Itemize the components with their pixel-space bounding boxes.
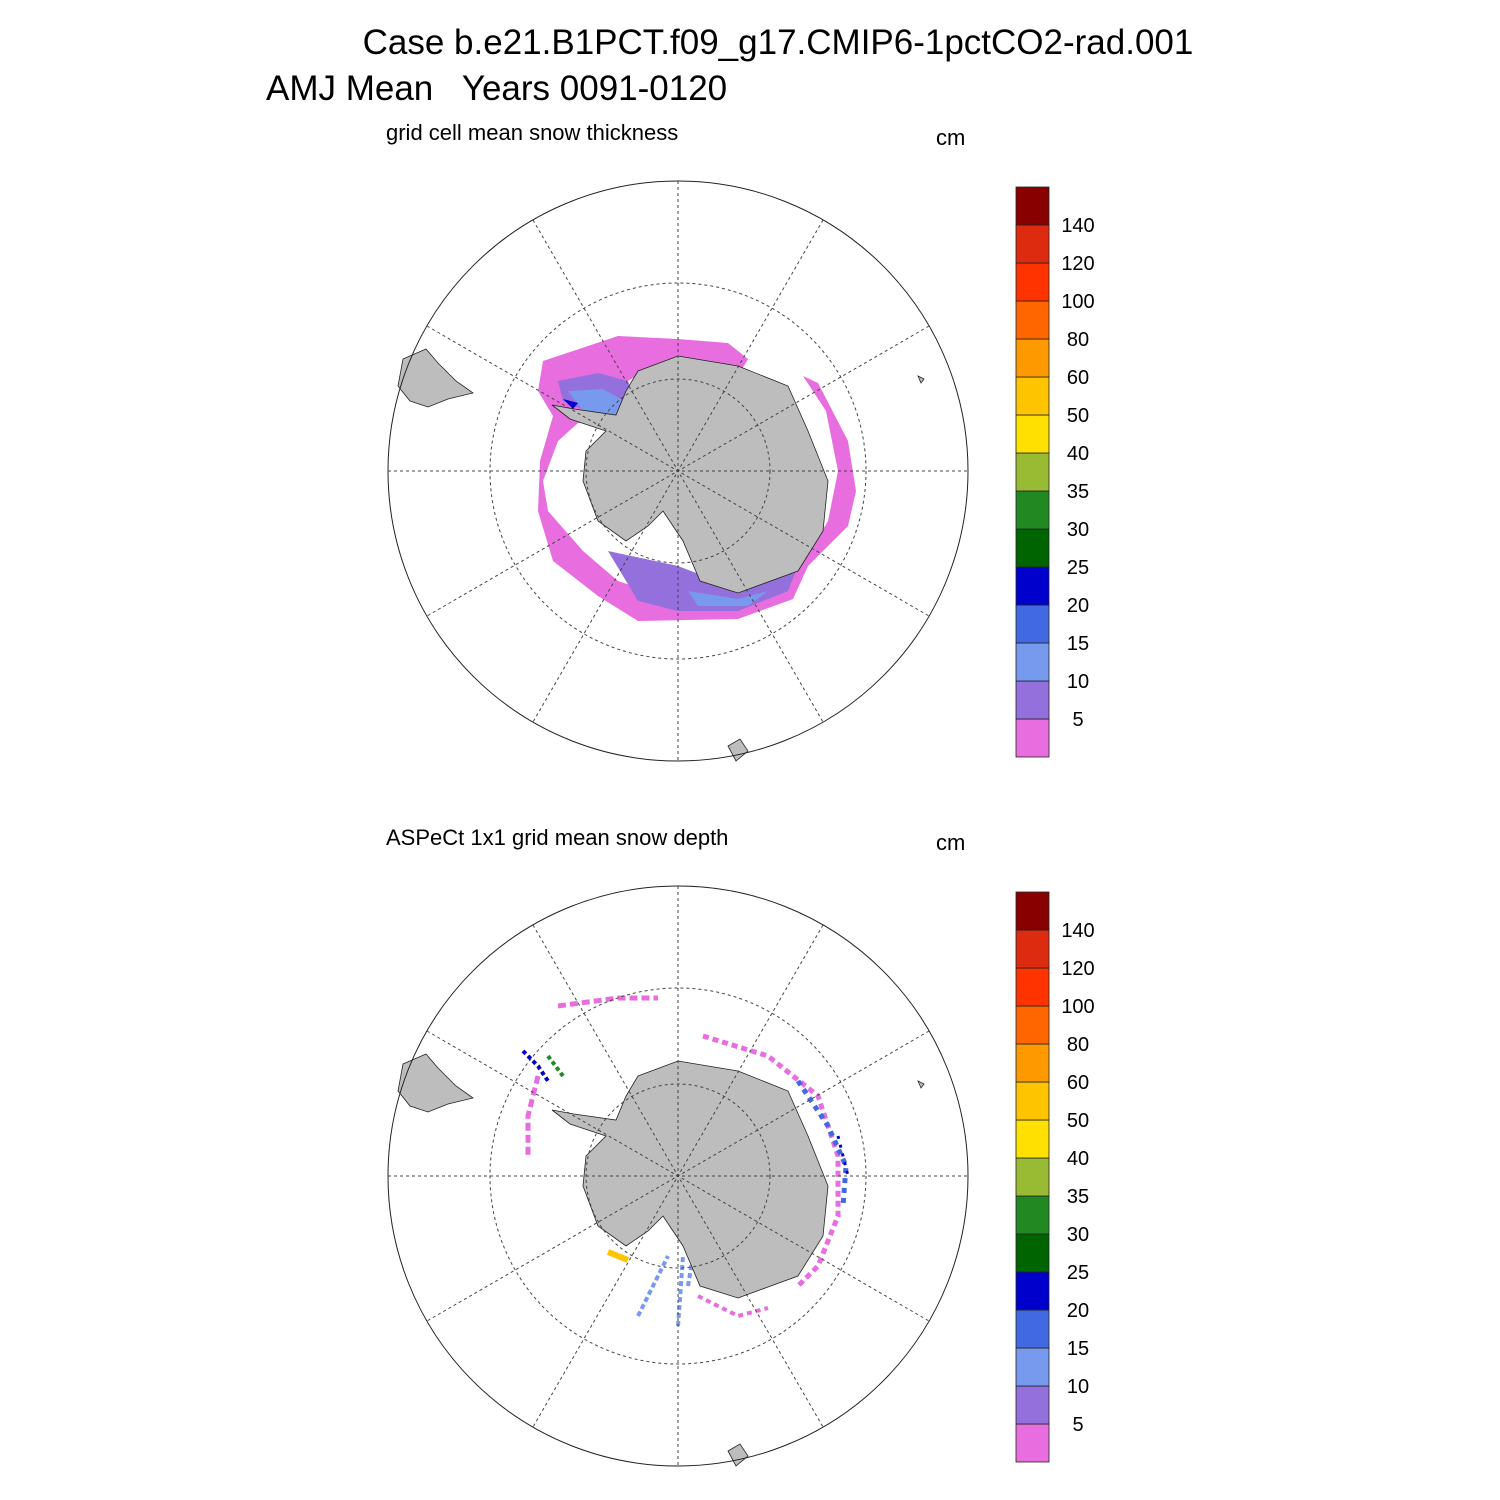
colorbar-box bbox=[1015, 490, 1050, 530]
colorbar-label: 5 bbox=[1072, 1414, 1083, 1436]
colorbar-box bbox=[1015, 1309, 1050, 1349]
colorbar-label: 30 bbox=[1067, 1224, 1089, 1246]
map bbox=[387, 180, 969, 762]
colorbar-box bbox=[1015, 376, 1050, 416]
colorbar-label: 100 bbox=[1061, 996, 1094, 1018]
colorbar-box bbox=[1015, 414, 1050, 454]
colorbar-box bbox=[1015, 262, 1050, 302]
colorbar-label: 35 bbox=[1067, 1186, 1089, 1208]
colorbar-box bbox=[1015, 1005, 1050, 1045]
colorbar-box bbox=[1015, 528, 1050, 568]
colorbar-label: 40 bbox=[1067, 1148, 1089, 1170]
colorbar-box bbox=[1015, 891, 1050, 931]
colorbar-label: 100 bbox=[1061, 291, 1094, 313]
colorbar-label: 60 bbox=[1067, 1072, 1089, 1094]
colorbar-box bbox=[1015, 1423, 1050, 1463]
colorbar-label: 40 bbox=[1067, 443, 1089, 465]
colorbar-label: 80 bbox=[1067, 1034, 1089, 1056]
colorbar-label: 60 bbox=[1067, 367, 1089, 389]
title-line2: AMJ Mean Years 0091-0120 bbox=[266, 69, 727, 108]
panel-title: ASPeCt 1x1 grid mean snow depth bbox=[386, 825, 728, 850]
colorbar-label: 120 bbox=[1061, 958, 1094, 980]
colorbar-box bbox=[1015, 1043, 1050, 1083]
colorbar-box bbox=[1015, 1119, 1050, 1159]
colorbar-box bbox=[1015, 1271, 1050, 1311]
colorbar-box bbox=[1015, 1195, 1050, 1235]
colorbar-label: 120 bbox=[1061, 253, 1094, 275]
colorbar-box bbox=[1015, 566, 1050, 606]
colorbar-box bbox=[1015, 224, 1050, 264]
title-line1: Case b.e21.B1PCT.f09_g17.CMIP6-1pctCO2-r… bbox=[363, 23, 1194, 62]
panel-title: grid cell mean snow thickness bbox=[386, 120, 678, 145]
colorbar-box bbox=[1015, 1157, 1050, 1197]
units: cm bbox=[936, 125, 965, 150]
colorbar-box bbox=[1015, 718, 1050, 758]
colorbar-box bbox=[1015, 929, 1050, 969]
colorbar-label: 140 bbox=[1061, 920, 1094, 942]
units: cm bbox=[936, 830, 965, 855]
colorbar-label: 50 bbox=[1067, 405, 1089, 427]
colorbar-label: 20 bbox=[1067, 1300, 1089, 1322]
colorbar-label: 15 bbox=[1067, 633, 1089, 655]
colorbar-label: 10 bbox=[1067, 671, 1089, 693]
colorbar-label: 25 bbox=[1067, 557, 1089, 579]
colorbar-box bbox=[1015, 338, 1050, 378]
map bbox=[387, 885, 969, 1467]
colorbar-label: 25 bbox=[1067, 1262, 1089, 1284]
colorbar-box bbox=[1015, 186, 1050, 226]
colorbar-box bbox=[1015, 967, 1050, 1007]
colorbar-label: 15 bbox=[1067, 1338, 1089, 1360]
colorbar-box bbox=[1015, 1385, 1050, 1425]
colorbar-label: 20 bbox=[1067, 595, 1089, 617]
colorbar-box bbox=[1015, 604, 1050, 644]
colorbar-label: 30 bbox=[1067, 519, 1089, 541]
colorbar-box bbox=[1015, 300, 1050, 340]
colorbar-box bbox=[1015, 642, 1050, 682]
colorbar-box bbox=[1015, 680, 1050, 720]
colorbar-label: 80 bbox=[1067, 329, 1089, 351]
colorbar-label: 35 bbox=[1067, 481, 1089, 503]
colorbar-box bbox=[1015, 1347, 1050, 1387]
colorbar-box bbox=[1015, 452, 1050, 492]
colorbar-label: 5 bbox=[1072, 709, 1083, 731]
colorbar-label: 140 bbox=[1061, 215, 1094, 237]
colorbar-box bbox=[1015, 1233, 1050, 1273]
colorbar-box bbox=[1015, 1081, 1050, 1121]
colorbar-label: 10 bbox=[1067, 1376, 1089, 1398]
colorbar-label: 50 bbox=[1067, 1110, 1089, 1132]
